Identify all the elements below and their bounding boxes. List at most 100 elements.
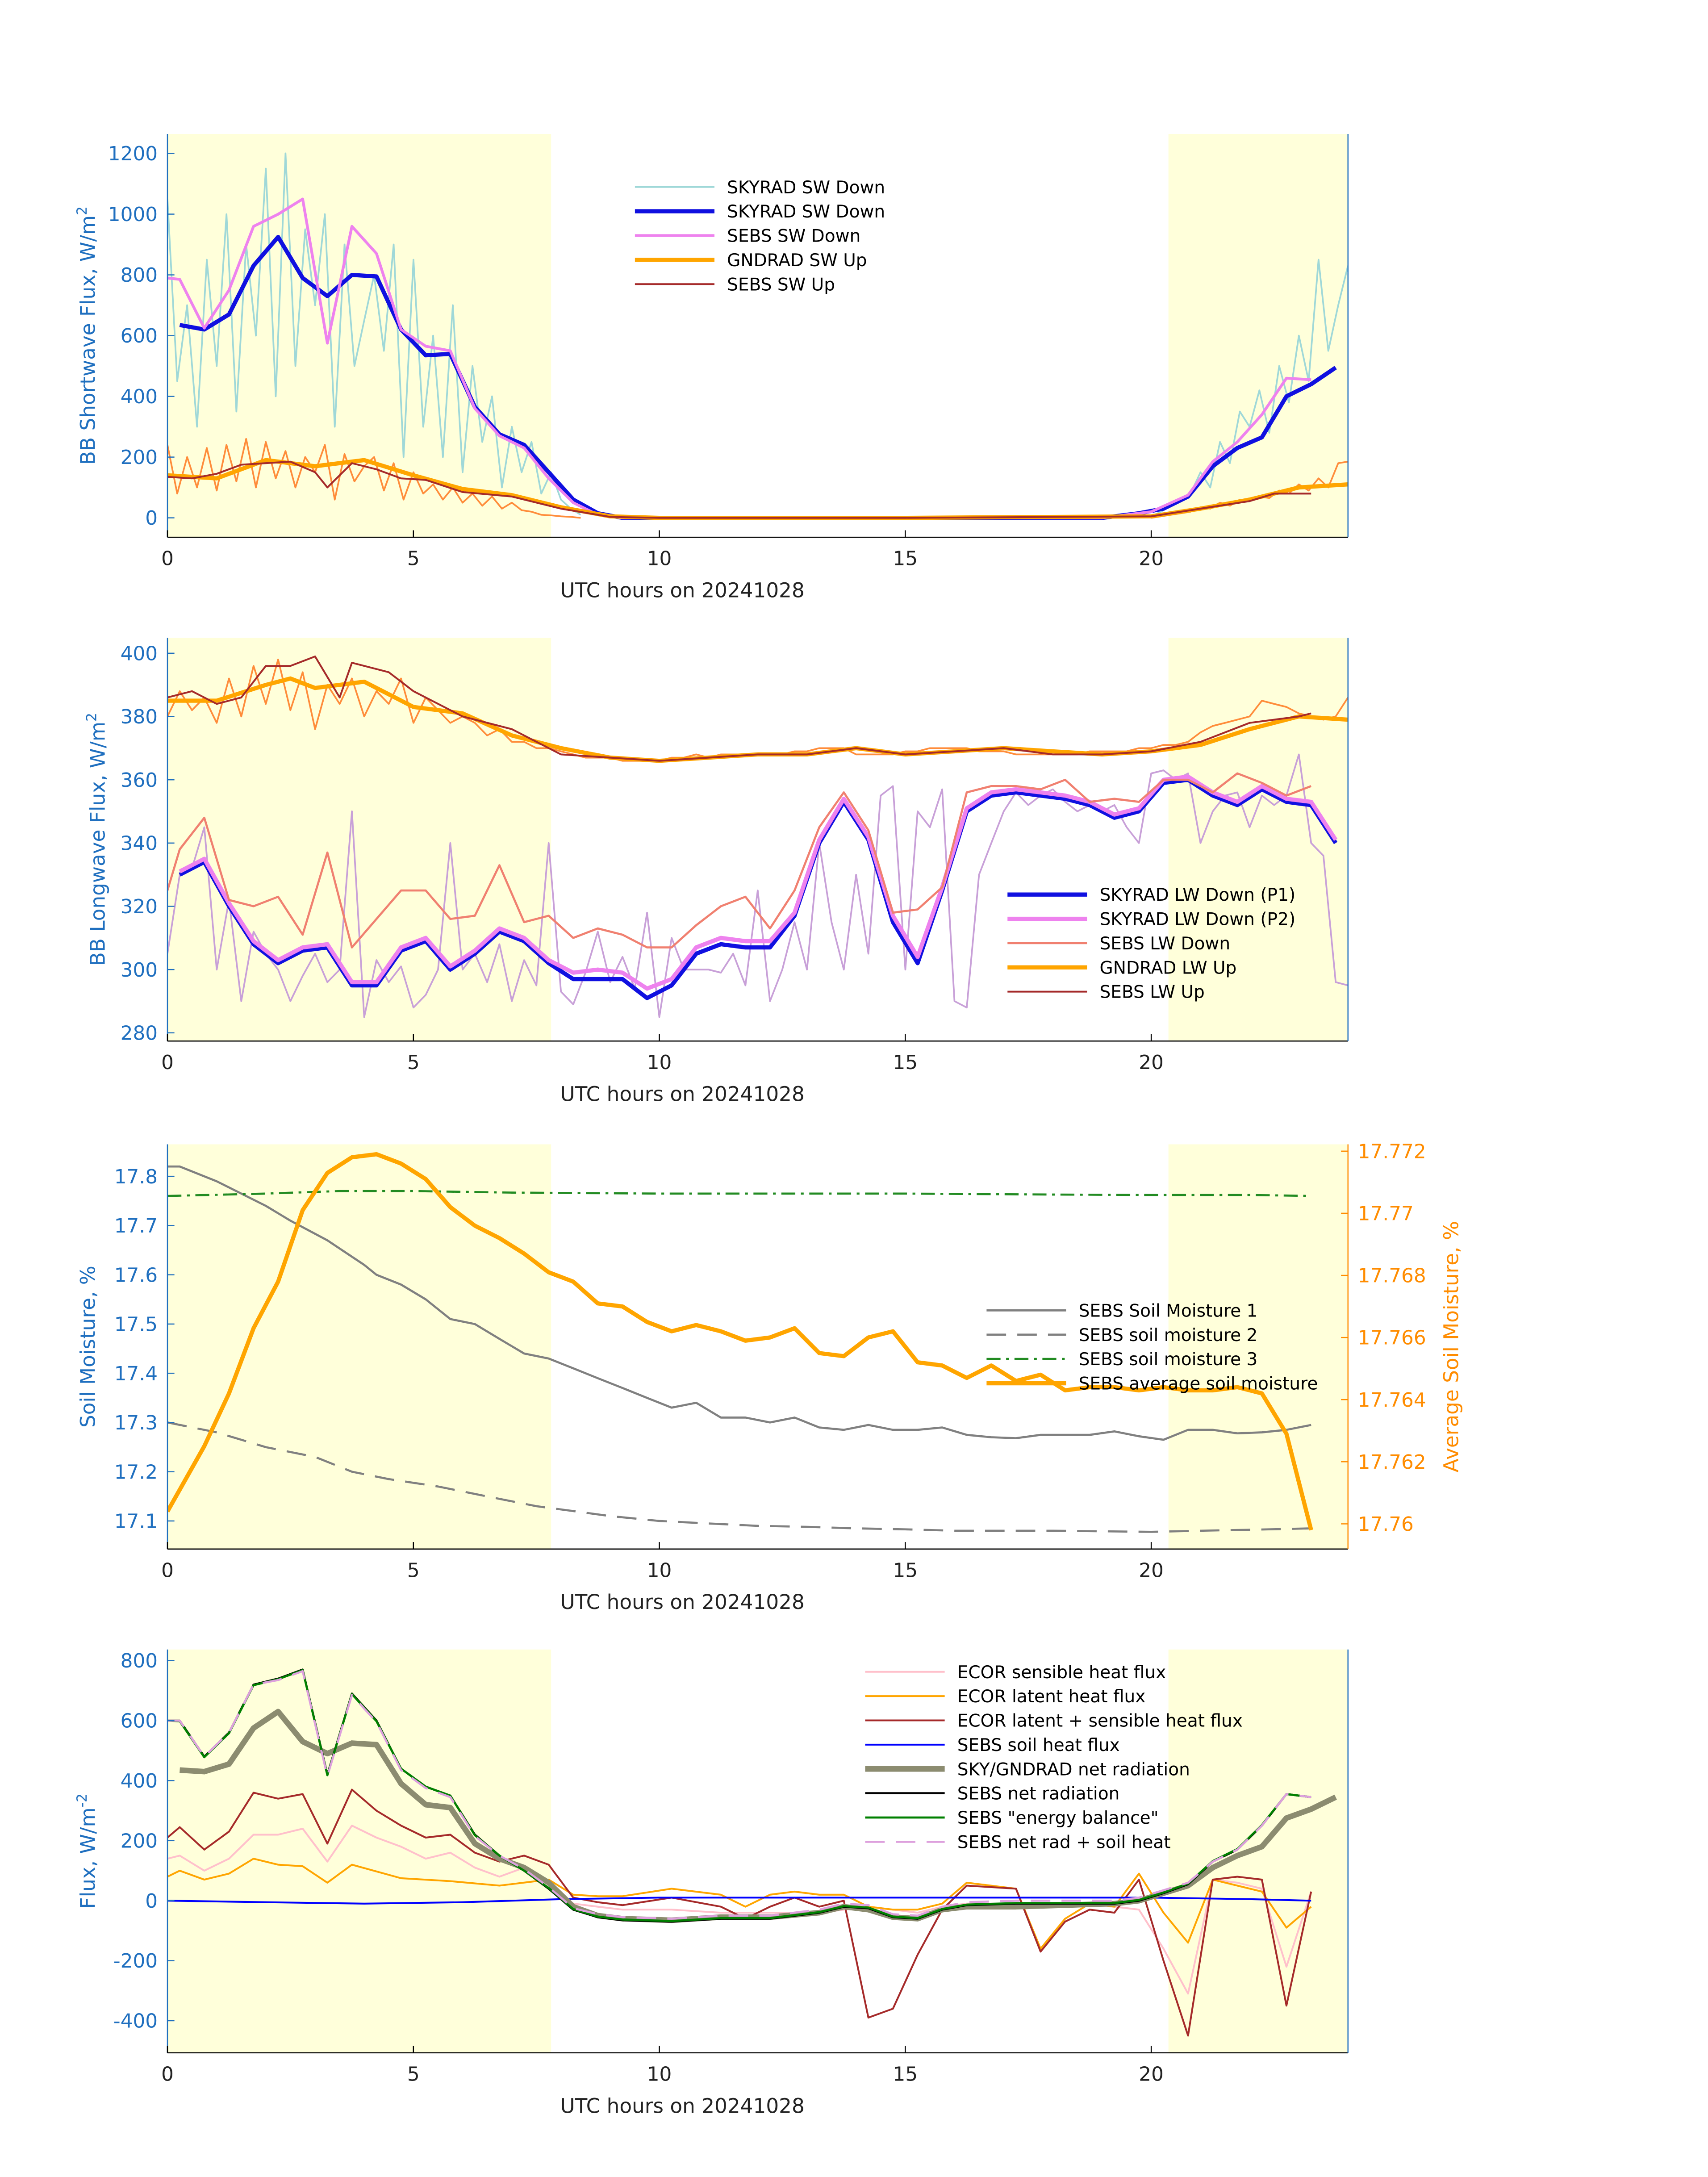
- y-tick-label: 300: [121, 959, 158, 982]
- y-tick-label: 360: [121, 769, 158, 792]
- daytime-shade: [167, 638, 551, 1041]
- panel-3: 0 5 10 15 20 17.1 17.2 17.3 17.4 17.5 17.6 17.7 17.8…: [76, 1140, 1463, 1614]
- right-y-tick-label: 17.772: [1358, 1140, 1426, 1163]
- x-tick-label: 15: [893, 2063, 918, 2085]
- legend-label: GNDRAD LW Up: [1100, 958, 1237, 978]
- x-tick-label: 10: [647, 1559, 672, 1582]
- series-line: [167, 1825, 1312, 1995]
- legend: SEBS Soil Moisture 1 SEBS soil moisture 2…: [986, 1301, 1318, 1394]
- legend-label: SEBS SW Up: [727, 275, 835, 295]
- x-axis-label: UTC hours on 20241028: [560, 579, 804, 602]
- x-tick-label: 15: [893, 1559, 918, 1582]
- y-tick-label: 400: [121, 642, 158, 665]
- y-axis-label: Flux, W/m-2: [74, 1793, 100, 1909]
- series-line: [167, 1669, 1311, 1922]
- x-tick-label: 0: [161, 547, 174, 570]
- right-y-tick-label: 17.764: [1358, 1389, 1426, 1412]
- y-tick-label: 400: [121, 385, 158, 408]
- series-line: [167, 655, 1311, 762]
- x-tick-label: 0: [161, 1559, 174, 1582]
- y-axis-label: BB Longwave Flux, W/m2: [84, 713, 110, 966]
- series-line: [167, 753, 1348, 1018]
- y-tick-label: 280: [121, 1022, 158, 1045]
- x-tick-label: 5: [407, 547, 420, 570]
- daytime-shade: [1168, 1649, 1348, 2053]
- panel-4: 0 5 10 15 20 -400 -200 0 200 400 600 800 UTC hours o…: [74, 1649, 1349, 2118]
- series-line: [167, 1858, 1312, 1950]
- y-tick-label: 17.7: [114, 1215, 158, 1237]
- y-tick-label: 17.2: [114, 1461, 158, 1483]
- x-tick-label: 0: [161, 1051, 174, 1074]
- x-axis-label: UTC hours on 20241028: [560, 1082, 804, 1106]
- legend-label: SEBS soil moisture 3: [1079, 1350, 1258, 1370]
- series-line: [167, 438, 581, 519]
- y-tick-label: 800: [121, 264, 158, 287]
- x-tick-label: 20: [1139, 2063, 1164, 2085]
- x-tick-label: 10: [647, 1051, 672, 1074]
- series-line: [167, 1670, 1311, 1920]
- legend-label: SEBS net rad + soil heat: [957, 1832, 1171, 1852]
- y-tick-label: 600: [121, 1710, 158, 1733]
- y-axis-label-exponent: -2: [74, 1793, 90, 1807]
- legend-label: SEBS Soil Moisture 1: [1079, 1301, 1258, 1321]
- x-tick-label: 5: [407, 1559, 420, 1582]
- y-tick-label: 1000: [108, 203, 158, 226]
- y-tick-label: 0: [145, 507, 158, 530]
- legend-label: SEBS LW Up: [1100, 982, 1205, 1003]
- right-y-tick-label: 17.77: [1358, 1203, 1414, 1225]
- daytime-shade: [1168, 638, 1348, 1041]
- legend: SKYRAD SW Down SKYRAD SW Down SEBS SW Down…: [635, 178, 885, 295]
- series-line: [167, 1897, 1311, 1905]
- series-line: [179, 774, 1338, 991]
- y-tick-label: -200: [113, 1950, 158, 1972]
- legend: ECOR sensible heat flux ECOR latent heat …: [865, 1663, 1243, 1852]
- y-axis-label: BB Shortwave Flux, W/m2: [74, 206, 100, 465]
- right-y-tick-label: 17.766: [1358, 1327, 1426, 1350]
- x-axis-label: UTC hours on 20241028: [560, 2094, 804, 2118]
- y-tick-label: 320: [121, 895, 158, 918]
- legend-label: SEBS soil heat flux: [957, 1735, 1120, 1755]
- y-tick-label: 600: [121, 325, 158, 347]
- legend-label: SKYRAD LW Down (P1): [1100, 885, 1296, 905]
- legend-label: ECOR latent heat flux: [957, 1687, 1146, 1707]
- y-tick-label: 0: [145, 1890, 158, 1913]
- x-tick-label: 10: [647, 2063, 672, 2085]
- daytime-shade: [1168, 1144, 1348, 1549]
- legend: SKYRAD LW Down (P1) SKYRAD LW Down (P2) SE…: [1007, 885, 1295, 1003]
- y-axis-label-exponent: 2: [74, 206, 90, 215]
- legend-label: SEBS net radiation: [957, 1784, 1120, 1804]
- y-axis-label-text: Soil Moisture, %: [76, 1266, 100, 1428]
- y-tick-label: 17.1: [114, 1510, 158, 1533]
- legend-label: SKY/GNDRAD net radiation: [957, 1759, 1190, 1780]
- series-line: [167, 1421, 1311, 1533]
- series-line: [167, 1190, 1311, 1197]
- legend-label: SKYRAD SW Down: [727, 178, 885, 198]
- y-tick-label: 200: [121, 1830, 158, 1852]
- right-y-tick-label: 17.76: [1358, 1513, 1414, 1536]
- y-tick-label: 200: [121, 446, 158, 469]
- y-axis-label-exponent: 2: [84, 713, 100, 722]
- x-tick-label: 20: [1139, 1051, 1164, 1074]
- y-axis-label-text: Flux, W/m: [76, 1807, 100, 1909]
- y-tick-label: -400: [113, 2010, 158, 2033]
- panel-2: 0 5 10 15 20 280 300 320 340 360 380 400 UTC hours o…: [84, 638, 1349, 1106]
- series-line: [167, 1165, 1311, 1441]
- series-line: [167, 460, 1311, 519]
- y-tick-label: 1200: [108, 142, 158, 165]
- legend-label: ECOR sensible heat flux: [957, 1663, 1166, 1683]
- right-y-axis-label: Average Soil Moisture, %: [1440, 1221, 1463, 1472]
- y-tick-label: 17.8: [114, 1166, 158, 1188]
- x-tick-label: 20: [1139, 1559, 1164, 1582]
- x-tick-label: 20: [1139, 547, 1164, 570]
- right-y-tick-label: 17.762: [1358, 1451, 1426, 1474]
- series-line: [167, 772, 1312, 949]
- legend-label: SEBS SW Down: [727, 226, 860, 247]
- x-tick-label: 5: [407, 2063, 420, 2085]
- y-tick-label: 400: [121, 1770, 158, 1793]
- y-tick-label: 380: [121, 706, 158, 728]
- x-axis-label: UTC hours on 20241028: [560, 1590, 804, 1614]
- right-y-tick-label: 17.768: [1358, 1265, 1426, 1287]
- daytime-shade: [1168, 134, 1348, 538]
